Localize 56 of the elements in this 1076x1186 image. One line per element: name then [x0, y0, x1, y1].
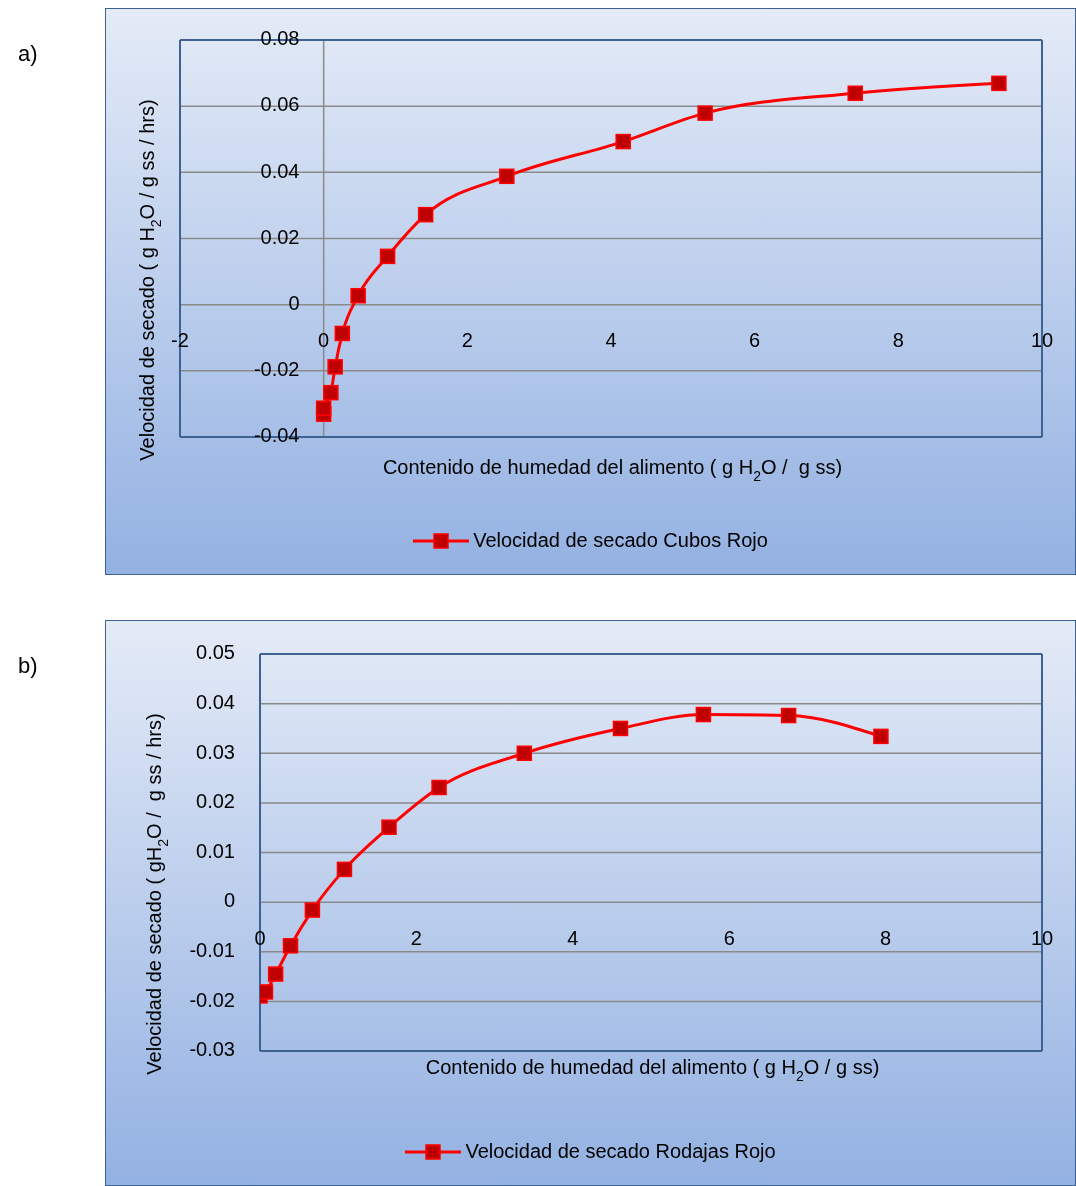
point — [315, 400, 332, 416]
point — [695, 706, 712, 723]
x-tick-label: 10 — [1030, 926, 1054, 949]
x-axis-title: Contenido de humedad del alimento ( g H$_{2}$O / g ss) — [425, 1056, 880, 1084]
x-tick-label: 0 — [318, 329, 330, 352]
legend-label: Velocidad de secado Rodajas Rojo — [465, 1140, 776, 1163]
y-tick-label: 0.05 — [196, 641, 235, 664]
x-tick-label: 2 — [410, 926, 422, 949]
x-tick-label: 6 — [723, 926, 735, 949]
point — [612, 720, 629, 737]
x-tick-label: 6 — [749, 329, 761, 352]
y-tick-label: 0.01 — [196, 839, 235, 862]
point — [499, 168, 515, 185]
y-tick-label: -0.02 — [253, 358, 300, 381]
point — [417, 206, 434, 223]
point — [697, 105, 713, 121]
y-tick-label: 0.04 — [196, 690, 235, 713]
x-tick-label: 8 — [880, 926, 892, 949]
x-tick-label: 10 — [1030, 329, 1054, 352]
point — [516, 745, 533, 761]
y-tick-label: -0.01 — [189, 939, 235, 962]
point — [282, 938, 299, 954]
point — [431, 779, 447, 796]
point — [381, 819, 397, 835]
x-tick-label: -2 — [171, 329, 189, 352]
point — [334, 325, 351, 342]
point — [350, 287, 366, 304]
point — [873, 728, 889, 745]
x-tick-label: 8 — [892, 329, 904, 352]
x-axis-title: Contenido de humedad del alimento ( g H$_{2}$O / g ss) — [382, 456, 843, 484]
y-tick-label: 0 — [223, 889, 235, 912]
point — [991, 75, 1007, 92]
x-tick-label: 4 — [605, 329, 617, 352]
point — [336, 861, 353, 878]
y-tick-label: 0.04 — [260, 159, 300, 182]
point — [615, 133, 631, 150]
y-tick-label: 0.02 — [196, 790, 235, 813]
point — [327, 359, 343, 375]
y-tick-label: 0.03 — [196, 740, 235, 763]
point — [267, 966, 284, 982]
legend-label: Velocidad de secado Cubos Rojo — [473, 529, 768, 552]
y-tick-label: 0 — [288, 291, 300, 314]
point — [379, 248, 396, 265]
point — [304, 902, 321, 918]
point — [847, 85, 863, 102]
point — [780, 707, 797, 724]
x-tick-label: 4 — [567, 926, 579, 949]
y-tick-label: 0.06 — [260, 93, 300, 116]
y-tick-label: -0.02 — [189, 988, 235, 1011]
text: a) — [18, 41, 38, 67]
y-tick-label: 0.02 — [260, 225, 300, 248]
y-tick-label: -0.04 — [253, 424, 300, 447]
y-tick-label: -0.03 — [189, 1038, 235, 1061]
point — [323, 384, 339, 401]
x-tick-label: 2 — [461, 329, 473, 352]
text: b) — [18, 653, 38, 679]
